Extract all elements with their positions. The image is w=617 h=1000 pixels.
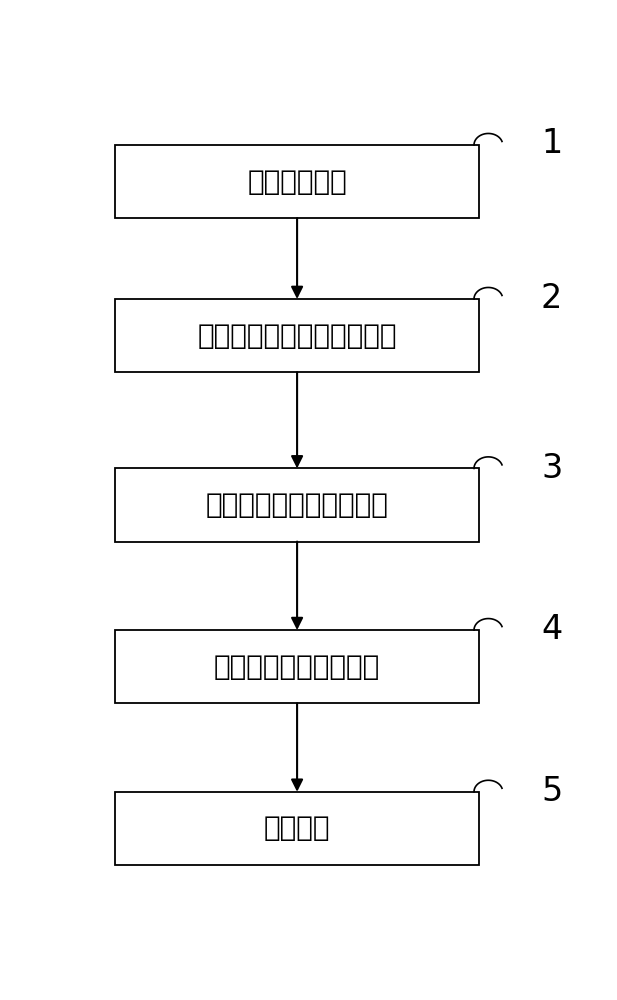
Text: 示警模块: 示警模块 xyxy=(264,814,330,842)
Text: 积冰检测结果获取模块: 积冰检测结果获取模块 xyxy=(214,653,380,681)
Bar xyxy=(115,299,479,372)
Text: 4: 4 xyxy=(541,613,562,646)
Bar xyxy=(115,630,479,703)
Bar xyxy=(115,468,479,542)
Text: 2: 2 xyxy=(541,282,562,315)
Text: 温度变化率序列获取模块: 温度变化率序列获取模块 xyxy=(205,491,389,519)
Text: 数据采集模块: 数据采集模块 xyxy=(247,168,347,196)
Text: 标准温度变化序列提取模块: 标准温度变化序列提取模块 xyxy=(197,322,397,350)
Bar xyxy=(115,145,479,218)
Text: 1: 1 xyxy=(541,127,562,160)
Text: 3: 3 xyxy=(541,452,562,485)
Text: 5: 5 xyxy=(541,775,562,808)
Bar xyxy=(115,792,479,865)
